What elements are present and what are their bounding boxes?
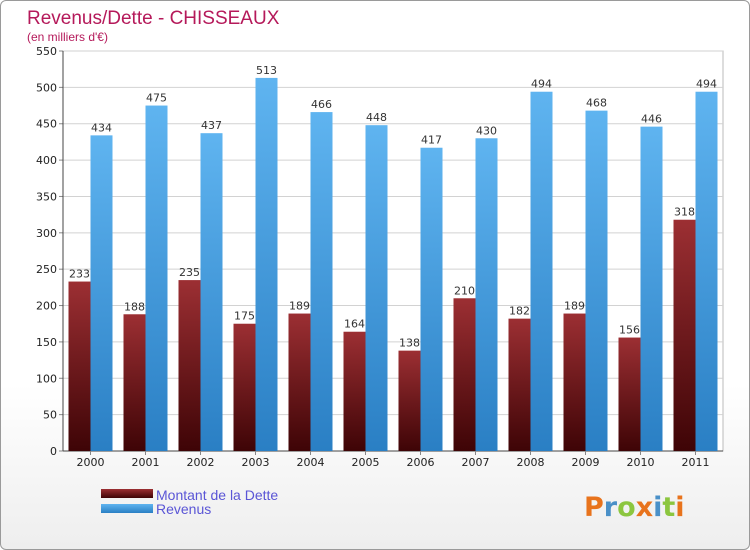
bar-revenus <box>530 91 553 452</box>
data-label: 189 <box>289 300 310 313</box>
data-label: 189 <box>564 300 585 313</box>
data-label: 233 <box>69 268 90 281</box>
y-tick-label: 150 <box>36 336 57 349</box>
bar-debt <box>178 280 201 451</box>
data-label: 494 <box>531 78 552 91</box>
proxiti-logo: Proxiti <box>584 492 685 523</box>
data-label: 437 <box>201 119 222 132</box>
bar-revenus <box>585 110 608 452</box>
bar-revenus <box>145 105 168 451</box>
bar-debt <box>673 219 696 451</box>
logo-letter: o <box>617 492 636 523</box>
x-tick-label: 2005 <box>352 456 380 469</box>
data-label: 494 <box>696 78 717 91</box>
legend: Montant de la Dette Revenus <box>101 487 278 517</box>
logo-letter: r <box>604 492 618 523</box>
data-label: 475 <box>146 92 167 105</box>
logo-letter: i <box>675 492 684 523</box>
y-tick-label: 0 <box>50 445 57 458</box>
legend-label-revenus: Revenus <box>156 501 211 517</box>
x-tick-label: 2010 <box>627 456 655 469</box>
x-tick-label: 2006 <box>407 456 435 469</box>
bar-debt <box>288 313 311 451</box>
data-label: 446 <box>641 113 662 126</box>
chart-subtitle: (en milliers d'€) <box>27 30 108 44</box>
y-tick-label: 250 <box>36 263 57 276</box>
bar-debt <box>123 314 146 451</box>
bar-revenus <box>255 77 278 451</box>
logo-text: Proxiti <box>584 492 685 523</box>
logo-letter: t <box>662 492 675 523</box>
x-tick-label: 2004 <box>297 456 325 469</box>
data-label: 466 <box>311 98 332 111</box>
data-label: 235 <box>179 266 200 279</box>
bar-debt <box>618 337 641 451</box>
y-tick-label: 100 <box>36 372 57 385</box>
legend-swatch-debt <box>101 489 153 498</box>
x-tick-label: 2008 <box>517 456 545 469</box>
bar-debt <box>233 323 256 451</box>
x-tick-label: 2009 <box>572 456 600 469</box>
bar-debt <box>453 298 476 451</box>
x-tick-label: 2007 <box>462 456 490 469</box>
logo-letter: P <box>584 492 604 523</box>
bar-revenus <box>90 135 113 451</box>
legend-swatch-revenus <box>101 504 153 513</box>
data-label: 188 <box>124 300 145 313</box>
y-tick-label: 400 <box>36 154 57 167</box>
data-label: 513 <box>256 64 277 77</box>
data-label: 448 <box>366 111 387 124</box>
data-label: 434 <box>91 121 112 134</box>
y-tick-label: 300 <box>36 227 57 240</box>
bar-revenus <box>695 91 718 452</box>
data-label: 430 <box>476 124 497 137</box>
bar-revenus <box>640 126 663 452</box>
data-label: 156 <box>619 324 640 337</box>
plot-background <box>62 50 724 452</box>
data-label: 182 <box>509 305 530 318</box>
data-label: 164 <box>344 318 365 331</box>
bar-debt <box>343 331 366 451</box>
data-label: 138 <box>399 337 420 350</box>
x-tick-label: 2011 <box>682 456 710 469</box>
y-tick-label: 350 <box>36 190 57 203</box>
x-tick-label: 2000 <box>77 456 105 469</box>
bar-debt <box>508 318 531 451</box>
y-tick-label: 450 <box>36 118 57 131</box>
bar-revenus <box>420 147 443 451</box>
bar-debt <box>563 313 586 451</box>
y-tick-label: 50 <box>43 409 57 422</box>
bar-revenus <box>365 125 388 451</box>
legend-label-debt: Montant de la Dette <box>156 487 278 503</box>
data-label: 417 <box>421 134 442 147</box>
data-label: 468 <box>586 97 607 110</box>
bar-debt <box>398 350 421 451</box>
x-tick-label: 2003 <box>242 456 270 469</box>
y-tick-label: 200 <box>36 300 57 313</box>
x-tick-label: 2001 <box>132 456 160 469</box>
logo-letter: i <box>653 492 662 523</box>
y-tick-label: 500 <box>36 81 57 94</box>
bar-debt <box>68 281 91 451</box>
bar-revenus <box>475 138 498 452</box>
y-tick-label: 550 <box>36 45 57 58</box>
data-label: 175 <box>234 310 255 323</box>
x-tick-label: 2002 <box>187 456 215 469</box>
chart-title: Revenus/Dette - CHISSEAUX <box>27 8 280 29</box>
bar-revenus <box>200 133 223 451</box>
data-label: 318 <box>674 206 695 219</box>
data-label: 210 <box>454 284 475 297</box>
plot-area: 0 50 100 150 200 250 300 350 400 450 500 550 233 434 2… <box>36 45 724 469</box>
logo-letter: x <box>636 492 653 523</box>
bar-revenus <box>310 112 333 451</box>
